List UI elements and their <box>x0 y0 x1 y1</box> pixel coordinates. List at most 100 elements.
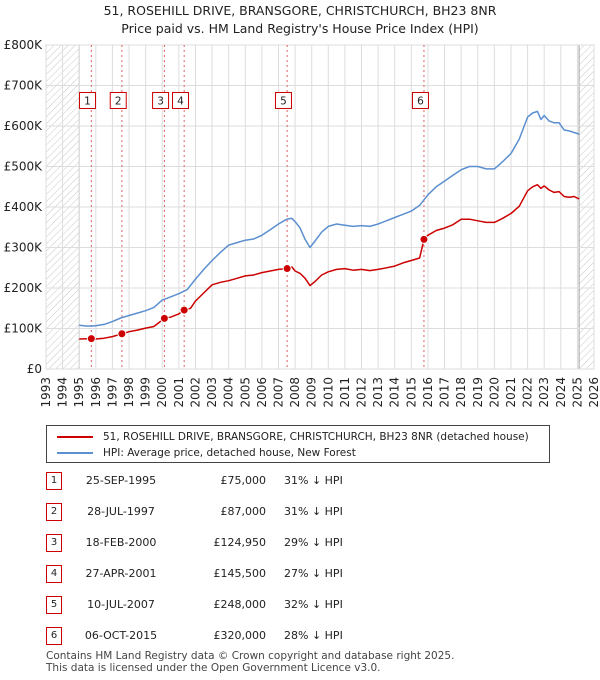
x-tick-label: 1995 <box>72 377 86 408</box>
sale-label-text: 1 <box>84 95 91 107</box>
x-tick-label: 2009 <box>305 377 319 408</box>
chart: 51, ROSEHILL DRIVE, BRANSGORE, CHRISTCHU… <box>4 3 600 408</box>
sale-hpi-diff: 32% ↓ HPI <box>284 598 343 611</box>
sale-price: £87,000 <box>220 505 267 518</box>
sale-label-box <box>152 91 170 109</box>
x-tick-label: 1996 <box>89 377 103 408</box>
sale-point <box>117 329 127 339</box>
sale-label-box <box>79 91 97 109</box>
x-tick-label: 2018 <box>454 377 468 408</box>
legend-label-hpi: HPI: Average price, detached house, New … <box>103 447 356 459</box>
y-tick-label: £700K <box>4 79 44 93</box>
grid <box>45 44 595 370</box>
sale-label-text: 4 <box>177 95 184 107</box>
sale-label-box <box>172 91 190 109</box>
x-tick-label: 2010 <box>321 377 335 408</box>
sale-points <box>86 234 429 344</box>
y-tick-label: £400K <box>4 200 44 214</box>
sale-price: £320,000 <box>213 629 267 642</box>
sale-number-badge: 3 <box>46 534 62 552</box>
sale-number-badge: 6 <box>46 627 62 645</box>
sale-label-box <box>274 91 292 109</box>
x-tick-label: 2006 <box>255 377 269 408</box>
chart-title: 51, ROSEHILL DRIVE, BRANSGORE, CHRISTCHU… <box>104 3 497 18</box>
x-tick-label: 2004 <box>222 377 236 408</box>
sale-price: £145,500 <box>213 567 267 580</box>
sale-point <box>159 313 169 323</box>
legend-item-hpi: HPI: Average price, detached house, New … <box>57 445 356 461</box>
sale-point <box>419 234 429 244</box>
legend: 51, ROSEHILL DRIVE, BRANSGORE, CHRISTCHU… <box>46 425 550 463</box>
footer-line-2: This data is licensed under the Open Gov… <box>46 662 381 674</box>
sale-label-box <box>109 91 127 109</box>
table-row: 2 28-JUL-1997 £87,000 31% ↓ HPI <box>46 503 550 523</box>
sale-number-badge: 1 <box>46 472 62 490</box>
sale-hpi-diff: 28% ↓ HPI <box>284 629 343 642</box>
table-row: 6 06-OCT-2015 £320,000 28% ↓ HPI <box>46 627 550 647</box>
sale-point <box>86 334 96 344</box>
table-row: 3 18-FEB-2000 £124,950 29% ↓ HPI <box>46 534 550 554</box>
y-tick-label: £600K <box>4 119 44 133</box>
x-tick-label: 2011 <box>338 377 352 408</box>
x-tick-label: 2007 <box>271 377 285 408</box>
x-tick-label: 2024 <box>554 377 568 408</box>
legend-item-property: 51, ROSEHILL DRIVE, BRANSGORE, CHRISTCHU… <box>57 429 529 445</box>
hpi-line <box>79 110 580 327</box>
table-row: 5 10-JUL-2007 £248,000 32% ↓ HPI <box>46 596 550 616</box>
y-tick-label: £300K <box>4 241 44 255</box>
sale-label-text: 3 <box>157 95 164 107</box>
legend-swatch-hpi <box>57 452 93 454</box>
x-tick-label: 2008 <box>288 377 302 408</box>
sale-label-text: 2 <box>115 95 122 107</box>
x-tick-label: 2001 <box>172 377 186 408</box>
x-tick-label: 1994 <box>56 377 70 408</box>
x-tick-label: 1999 <box>139 377 153 408</box>
x-axis: 1993 1994 1995 1996 1997 1998 1999 2000 2001 2002… <box>39 377 600 408</box>
footer: Contains HM Land Registry data © Crown c… <box>46 650 454 674</box>
sale-point <box>179 305 189 315</box>
sale-point <box>282 264 292 274</box>
x-tick-label: 2025 <box>570 377 584 408</box>
sale-number-badge: 5 <box>46 596 62 614</box>
series-lines <box>79 110 580 340</box>
sale-hpi-diff: 27% ↓ HPI <box>284 567 343 580</box>
x-tick-label: 2000 <box>155 377 169 408</box>
sale-price: £248,000 <box>213 598 267 611</box>
y-axis: £0 £100K £200K £300K £400K £500K £600K £700K £80… <box>4 38 44 376</box>
x-tick-label: 2012 <box>355 377 369 408</box>
x-tick-label: 2017 <box>438 377 452 408</box>
sale-hpi-diff: 29% ↓ HPI <box>284 536 343 549</box>
y-tick-label: £500K <box>4 160 44 174</box>
property-price-line <box>79 183 580 340</box>
y-tick-label: £0 <box>27 362 42 376</box>
table-row: 1 25-SEP-1995 £75,000 31% ↓ HPI <box>46 472 550 492</box>
x-tick-label: 2005 <box>238 377 252 408</box>
y-tick-label: £100K <box>4 322 44 336</box>
table-row: 4 27-APR-2001 £145,500 27% ↓ HPI <box>46 565 550 585</box>
sale-number-badge: 4 <box>46 565 62 583</box>
y-tick-label: £200K <box>4 281 44 295</box>
chart-subtitle: Price paid vs. HM Land Registry's House … <box>121 21 478 36</box>
y-tick-label: £800K <box>4 38 44 52</box>
sale-date: 06-OCT-2015 <box>84 629 158 642</box>
footer-line-1: Contains HM Land Registry data © Crown c… <box>46 650 455 662</box>
x-tick-label: 2021 <box>504 377 518 408</box>
x-tick-label: 1998 <box>122 377 136 408</box>
x-tick-label: 2020 <box>487 377 501 408</box>
x-tick-label: 2023 <box>537 377 551 408</box>
x-tick-label: 2002 <box>188 377 202 408</box>
sale-hpi-diff: 31% ↓ HPI <box>284 505 343 518</box>
sale-date: 28-JUL-1997 <box>87 505 155 518</box>
x-tick-label: 2016 <box>421 377 435 408</box>
x-tick-label: 2013 <box>371 377 385 408</box>
sale-price: £124,950 <box>213 536 267 549</box>
sale-label-text: 6 <box>417 95 424 107</box>
legend-swatch-property <box>57 436 93 438</box>
sale-price: £75,000 <box>220 474 267 487</box>
sale-date: 10-JUL-2007 <box>87 598 155 611</box>
x-tick-label: 2015 <box>404 377 418 408</box>
sale-label-text: 5 <box>280 95 287 107</box>
sale-label-box <box>411 91 429 109</box>
sale-hpi-diff: 31% ↓ HPI <box>284 474 343 487</box>
x-tick-label: 1993 <box>39 377 53 408</box>
